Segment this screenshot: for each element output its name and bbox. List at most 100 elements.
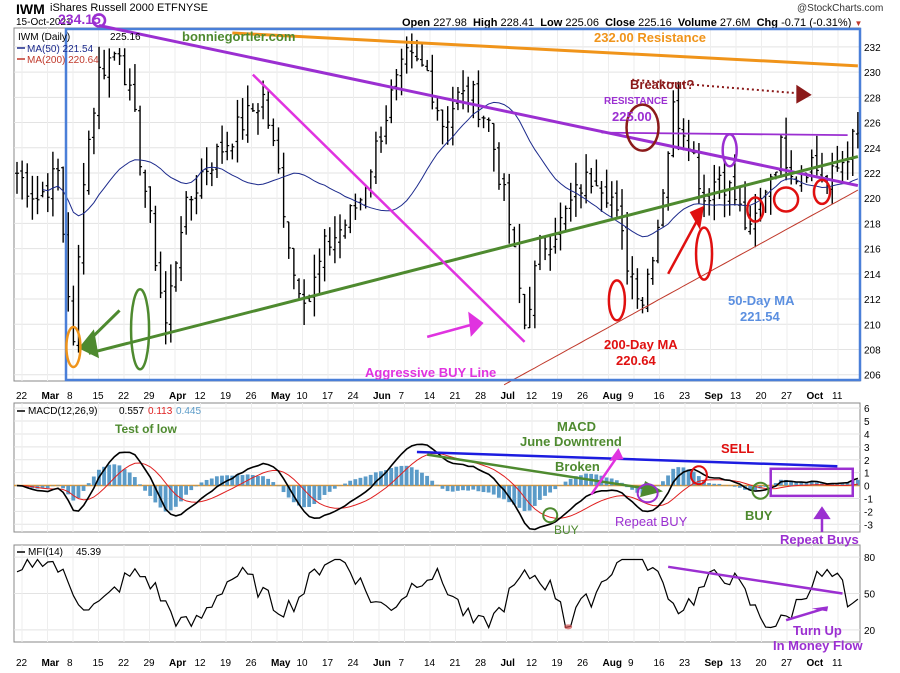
macd-histogram-bar [671,468,676,486]
x-tick-label: 15 [93,391,105,402]
website-annotation: bonniegortler.com [182,29,295,44]
macd-histogram-bar [466,485,470,491]
x-tick-label: 26 [246,658,258,669]
resistance-line [232,31,858,68]
macd-histogram-bar [143,485,147,491]
x-tick-label: 27 [781,658,793,669]
ohlc-bar [686,119,691,162]
x-tick-label: 10 [297,391,309,402]
ohlc-bar [184,191,189,235]
macd-histogram-bar [302,485,306,508]
macd-histogram-bar [153,485,158,503]
price-y-tick: 230 [864,68,881,79]
x-tick-label: Jun [373,658,391,669]
ohlc-bar [532,260,537,329]
ohlc-bar [450,86,455,146]
test-of-low-ellipse [129,288,151,371]
macd-histogram-bar [127,472,132,486]
macd-histogram-bar [748,485,752,491]
macd-histogram-bar [840,483,845,486]
ohlc-bar [486,117,491,132]
price-y-tick: 210 [864,320,881,331]
ohlc-bar [189,195,194,221]
ohlc-bar [594,159,599,187]
macd-histogram-bar [86,483,91,486]
macd-histogram-bar [76,485,81,498]
x-tick-label: 9 [628,391,634,402]
macd-histogram-bar [563,481,568,486]
x-tick-label: 22 [16,658,28,669]
macd-histogram-bar [66,485,71,495]
aggressive-buy-line-label: Aggressive BUY Line [365,365,496,380]
price-y-tick: 206 [864,371,881,382]
sell-annotation: SELL [721,441,754,456]
macd-histogram-bar [358,477,363,486]
stockcharts-watermark: @StockCharts.com [797,3,884,14]
macd-title: MACD(12,26,9) [28,406,97,417]
money-flow-annotation: In Money Flow [773,638,863,653]
ohlc-bar [476,70,481,128]
ohlc-bar [527,286,532,329]
breakout-annotation: Breakout? [630,77,694,92]
ohlc-bar [225,131,230,161]
price-y-tick: 208 [864,345,881,356]
ohlc-bar [132,64,137,112]
ohlc-bar [522,293,527,330]
macd-histogram-bar [517,485,522,508]
x-tick-label: 16 [654,658,666,669]
macd-histogram-bar [112,464,117,486]
x-tick-label: 11 [832,658,843,669]
price-y-tick: 228 [864,93,881,104]
ohlc-bar [122,48,127,86]
x-tick-label: May [271,391,291,402]
ohlc-bar [20,160,25,200]
mfi-value: 45.39 [76,547,101,558]
macd-histogram-bar [102,466,106,486]
macd-histogram-bar [179,485,183,502]
repeat-buys-annotation: Repeat Buys [780,532,859,547]
x-tick-label: 13 [730,391,742,402]
x-tick-label: Mar [42,391,60,402]
x-tick-label: 16 [654,391,666,402]
open-label: Open [402,17,431,29]
macd-histogram-bar [189,485,194,491]
macd-histogram-bar [138,484,142,486]
macd-histogram-bar [81,485,86,491]
macd-histogram-bar [409,467,414,486]
macd-histogram-bar [148,485,153,496]
macd-histogram-bar [835,483,840,486]
mfi-turn-up-arrow [785,608,823,622]
ohlc-bar [384,105,389,145]
ohlc-bar [138,105,143,176]
resistance-225-annotation: 225.00 [612,109,652,124]
ohlc-bar [102,49,107,80]
macd-annotation: MACD [557,419,596,434]
ohlc-bar [158,251,163,299]
ohlc-bar [676,81,681,151]
x-tick-label: 26 [577,391,589,402]
x-tick-label: 12 [526,391,538,402]
ma50-line [42,101,859,238]
price-y-tick: 224 [864,144,881,155]
macd-histogram-bar [45,485,50,489]
x-tick-label: 7 [399,658,405,669]
ohlc-bar [435,96,440,121]
x-tick-label: Sep [705,391,723,402]
ohlc-bar [240,98,245,140]
high-label: High [472,17,498,29]
ohlc-bar [517,223,522,304]
x-tick-label: 8 [67,658,73,669]
high-234-ellipse [91,13,107,28]
ohlc-bar [348,204,353,234]
macd-histogram-bar [502,485,506,500]
ohlc-bar [209,162,214,187]
x-tick-label: May [271,658,291,669]
ohlc-bar [573,162,578,217]
macd-histogram-bar [322,485,327,495]
ohlc-bar [143,169,148,208]
ohlc-bar [266,89,271,129]
macd-histogram-bar [558,485,563,486]
x-tick-label: Oct [807,391,824,402]
chart-date: 15-Oct-2021 [16,17,72,28]
